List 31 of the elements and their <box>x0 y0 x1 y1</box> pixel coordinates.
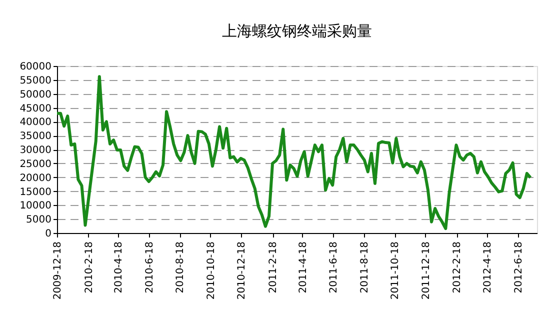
y-tick-label: 35000 <box>20 131 52 142</box>
x-tick-label: 2011-4-18 <box>298 242 309 294</box>
y-tick-label: 45000 <box>20 103 52 114</box>
x-tick-label: 2009-12-18 <box>52 242 64 300</box>
x-tick-label: 2011-6-18 <box>328 242 340 294</box>
y-tick-label: 15000 <box>20 186 52 198</box>
x-tick-label: 2010-2-18 <box>84 242 95 294</box>
y-tick-label: 40000 <box>20 117 52 128</box>
y-tick-label: 60000 <box>20 62 52 72</box>
x-tick-label: 2010-6-18 <box>144 242 156 294</box>
x-tick-label: 2011-2-18 <box>268 242 280 294</box>
x-tick-label: 2012-4-18 <box>482 242 494 294</box>
y-tick-label: 55000 <box>20 75 52 86</box>
y-tick-label: 50000 <box>20 89 52 100</box>
y-tick-label: 0 <box>45 228 52 240</box>
chart-title: 上海螺纹钢终端采购量 <box>222 22 372 40</box>
y-tick-label: 25000 <box>20 158 52 170</box>
x-tick-label: 2011-12-18 <box>420 242 432 300</box>
x-tick-label: 2012-2-18 <box>452 242 464 294</box>
x-tick-label: 2010-4-18 <box>114 242 125 294</box>
y-tick-label: 30000 <box>20 145 52 156</box>
x-tick-label: 2011-8-18 <box>359 242 370 294</box>
x-tick-label: 2010-12-18 <box>236 242 248 300</box>
y-tick-label: 10000 <box>20 200 52 212</box>
x-tick-label: 2010-8-18 <box>175 242 186 294</box>
y-tick-label: 5000 <box>26 214 52 226</box>
line-series <box>56 75 532 230</box>
x-tick-label: 2012-6-18 <box>513 242 524 294</box>
x-tick-label: 2011-10-18 <box>390 242 402 300</box>
y-tick-label: 20000 <box>20 172 52 184</box>
x-tick-label: 2010-10-18 <box>206 242 217 300</box>
